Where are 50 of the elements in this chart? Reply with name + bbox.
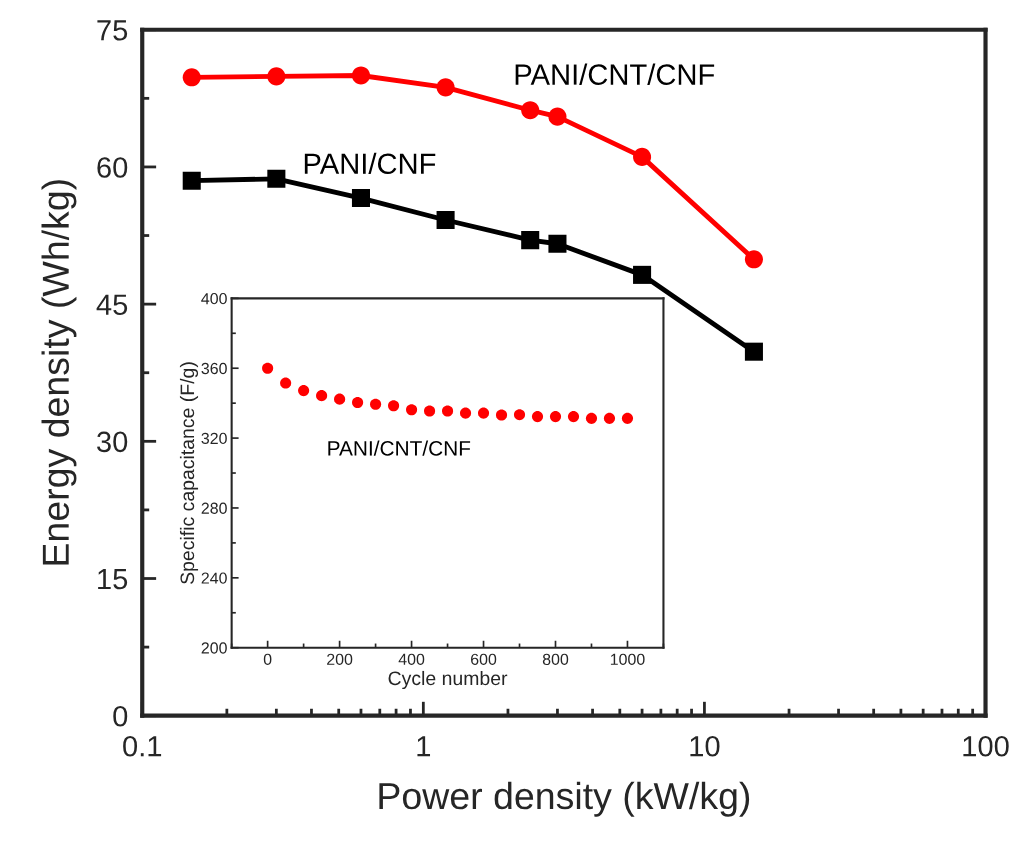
x-axis-title: Cycle number xyxy=(388,670,508,690)
y-tick-label: 75 xyxy=(97,20,128,41)
x-tick-label: 1 xyxy=(417,736,431,757)
x-tick-label: 0.1 xyxy=(123,735,162,757)
point xyxy=(477,407,490,419)
point xyxy=(388,400,400,412)
point xyxy=(298,385,310,397)
series-label: PANI/CNF xyxy=(304,152,436,175)
y-tick-label: 280 xyxy=(201,502,227,514)
point xyxy=(441,405,454,417)
point xyxy=(567,411,580,423)
point xyxy=(352,396,364,409)
point xyxy=(549,411,562,423)
y-tick-label: 200 xyxy=(201,642,227,654)
x-axis-title: Power density (kW/kg) xyxy=(379,781,750,817)
point xyxy=(459,407,472,419)
series-label: PANI/CNT/CNF xyxy=(515,63,715,85)
point xyxy=(424,405,436,417)
point xyxy=(621,412,634,424)
x-tick-label: 600 xyxy=(471,653,497,665)
y-tick-label: 0 xyxy=(113,705,128,727)
point xyxy=(585,412,598,424)
series-label: PANI/CNT/CNF xyxy=(328,440,471,456)
point xyxy=(334,393,346,405)
point xyxy=(531,411,544,423)
y-tick-label: 400 xyxy=(201,292,227,305)
x-tick-label: 100 xyxy=(963,735,1009,757)
point xyxy=(370,398,382,410)
y-tick-label: 240 xyxy=(201,572,227,584)
x-tick-label: 1000 xyxy=(610,653,645,665)
x-tick-label: 10 xyxy=(690,735,720,757)
y-axis-title: Energy density (Wh/kg) xyxy=(41,180,77,565)
point xyxy=(262,362,274,374)
point xyxy=(406,404,418,416)
point xyxy=(280,377,292,389)
x-tick-label: 400 xyxy=(398,653,425,665)
y-tick-label: 30 xyxy=(97,431,128,453)
y-axis-title: Specific capacitance (F/g) xyxy=(179,362,199,584)
y-tick-label: 60 xyxy=(97,157,128,178)
x-tick-label: 200 xyxy=(327,653,353,665)
y-tick-label: 360 xyxy=(201,362,227,375)
x-tick-label: 0 xyxy=(263,653,272,665)
y-tick-label: 15 xyxy=(98,569,128,590)
x-tick-label: 800 xyxy=(542,653,569,665)
point xyxy=(513,409,526,421)
y-tick-label: 45 xyxy=(96,294,128,315)
point xyxy=(316,390,328,402)
y-tick-label: 320 xyxy=(201,432,227,445)
point xyxy=(495,409,508,421)
point xyxy=(603,412,616,424)
